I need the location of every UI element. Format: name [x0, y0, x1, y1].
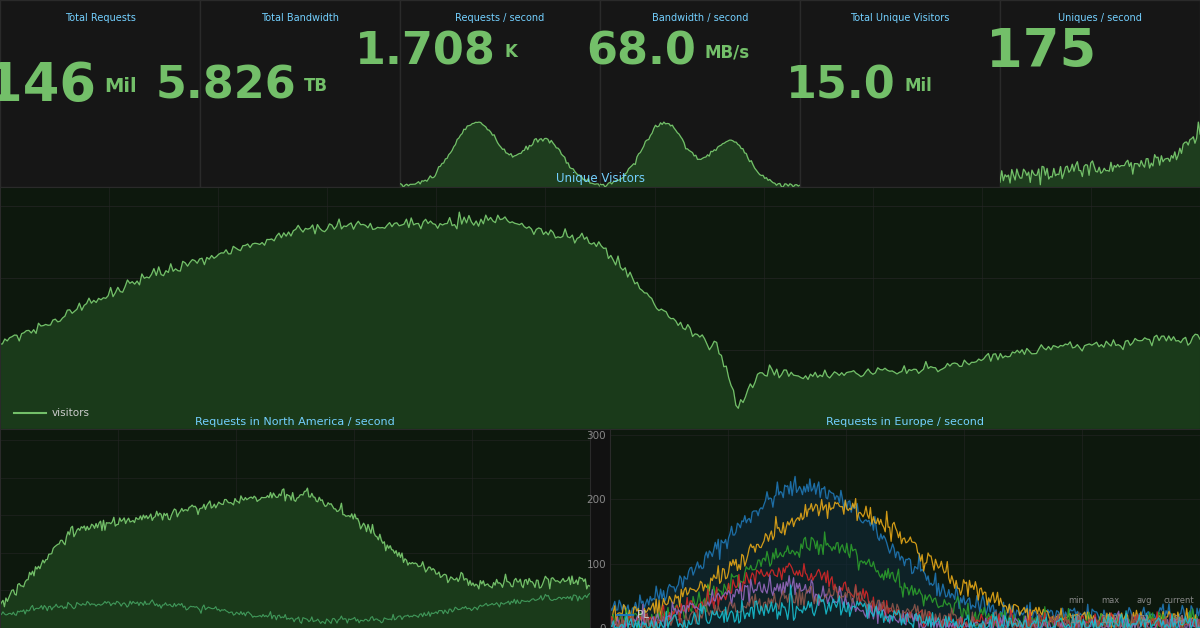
Text: 156: 156: [1153, 472, 1172, 482]
Text: 15.0: 15.0: [786, 65, 896, 107]
Text: TB: TB: [304, 77, 328, 95]
Text: max: max: [1102, 595, 1120, 605]
Text: Requests / second: Requests / second: [455, 13, 545, 23]
Text: avg: avg: [1103, 448, 1120, 457]
Text: 146: 146: [0, 60, 96, 112]
Text: visitors: visitors: [52, 408, 90, 418]
Text: 71: 71: [1139, 615, 1151, 625]
Text: 10: 10: [1070, 615, 1082, 625]
Text: 120: 120: [1102, 615, 1120, 625]
Text: Uniques / second: Uniques / second: [1058, 13, 1142, 23]
Title: Unique Visitors: Unique Visitors: [556, 171, 644, 185]
Text: Mil: Mil: [104, 77, 137, 95]
Text: max: max: [1050, 448, 1069, 457]
Text: Total Unique Visitors: Total Unique Visitors: [851, 13, 949, 23]
Text: 1.708: 1.708: [355, 31, 496, 74]
Text: 243: 243: [1050, 472, 1069, 482]
Text: Mil: Mil: [904, 77, 931, 95]
Text: Total Bandwidth: Total Bandwidth: [262, 13, 340, 23]
Text: current ∨: current ∨: [1141, 448, 1184, 457]
Text: min: min: [1000, 448, 1016, 457]
Text: MB/s: MB/s: [704, 43, 749, 62]
Text: 175: 175: [986, 26, 1096, 78]
Text: current: current: [1164, 595, 1194, 605]
Text: K: K: [504, 43, 517, 62]
Text: 5.826: 5.826: [155, 65, 296, 107]
Text: 68.0: 68.0: [586, 31, 696, 74]
Title: Requests in Europe / second: Requests in Europe / second: [826, 416, 984, 426]
Text: PL: PL: [637, 610, 649, 620]
Text: 112: 112: [998, 472, 1018, 482]
Text: 182: 182: [1102, 472, 1121, 482]
Text: avg: avg: [1136, 595, 1152, 605]
Text: min: min: [1068, 595, 1084, 605]
Title: Requests in North America / second: Requests in North America / second: [194, 416, 395, 426]
Text: Bandwidth / second: Bandwidth / second: [652, 13, 748, 23]
Text: Total Requests: Total Requests: [65, 13, 136, 23]
Text: 94: 94: [1172, 615, 1184, 625]
